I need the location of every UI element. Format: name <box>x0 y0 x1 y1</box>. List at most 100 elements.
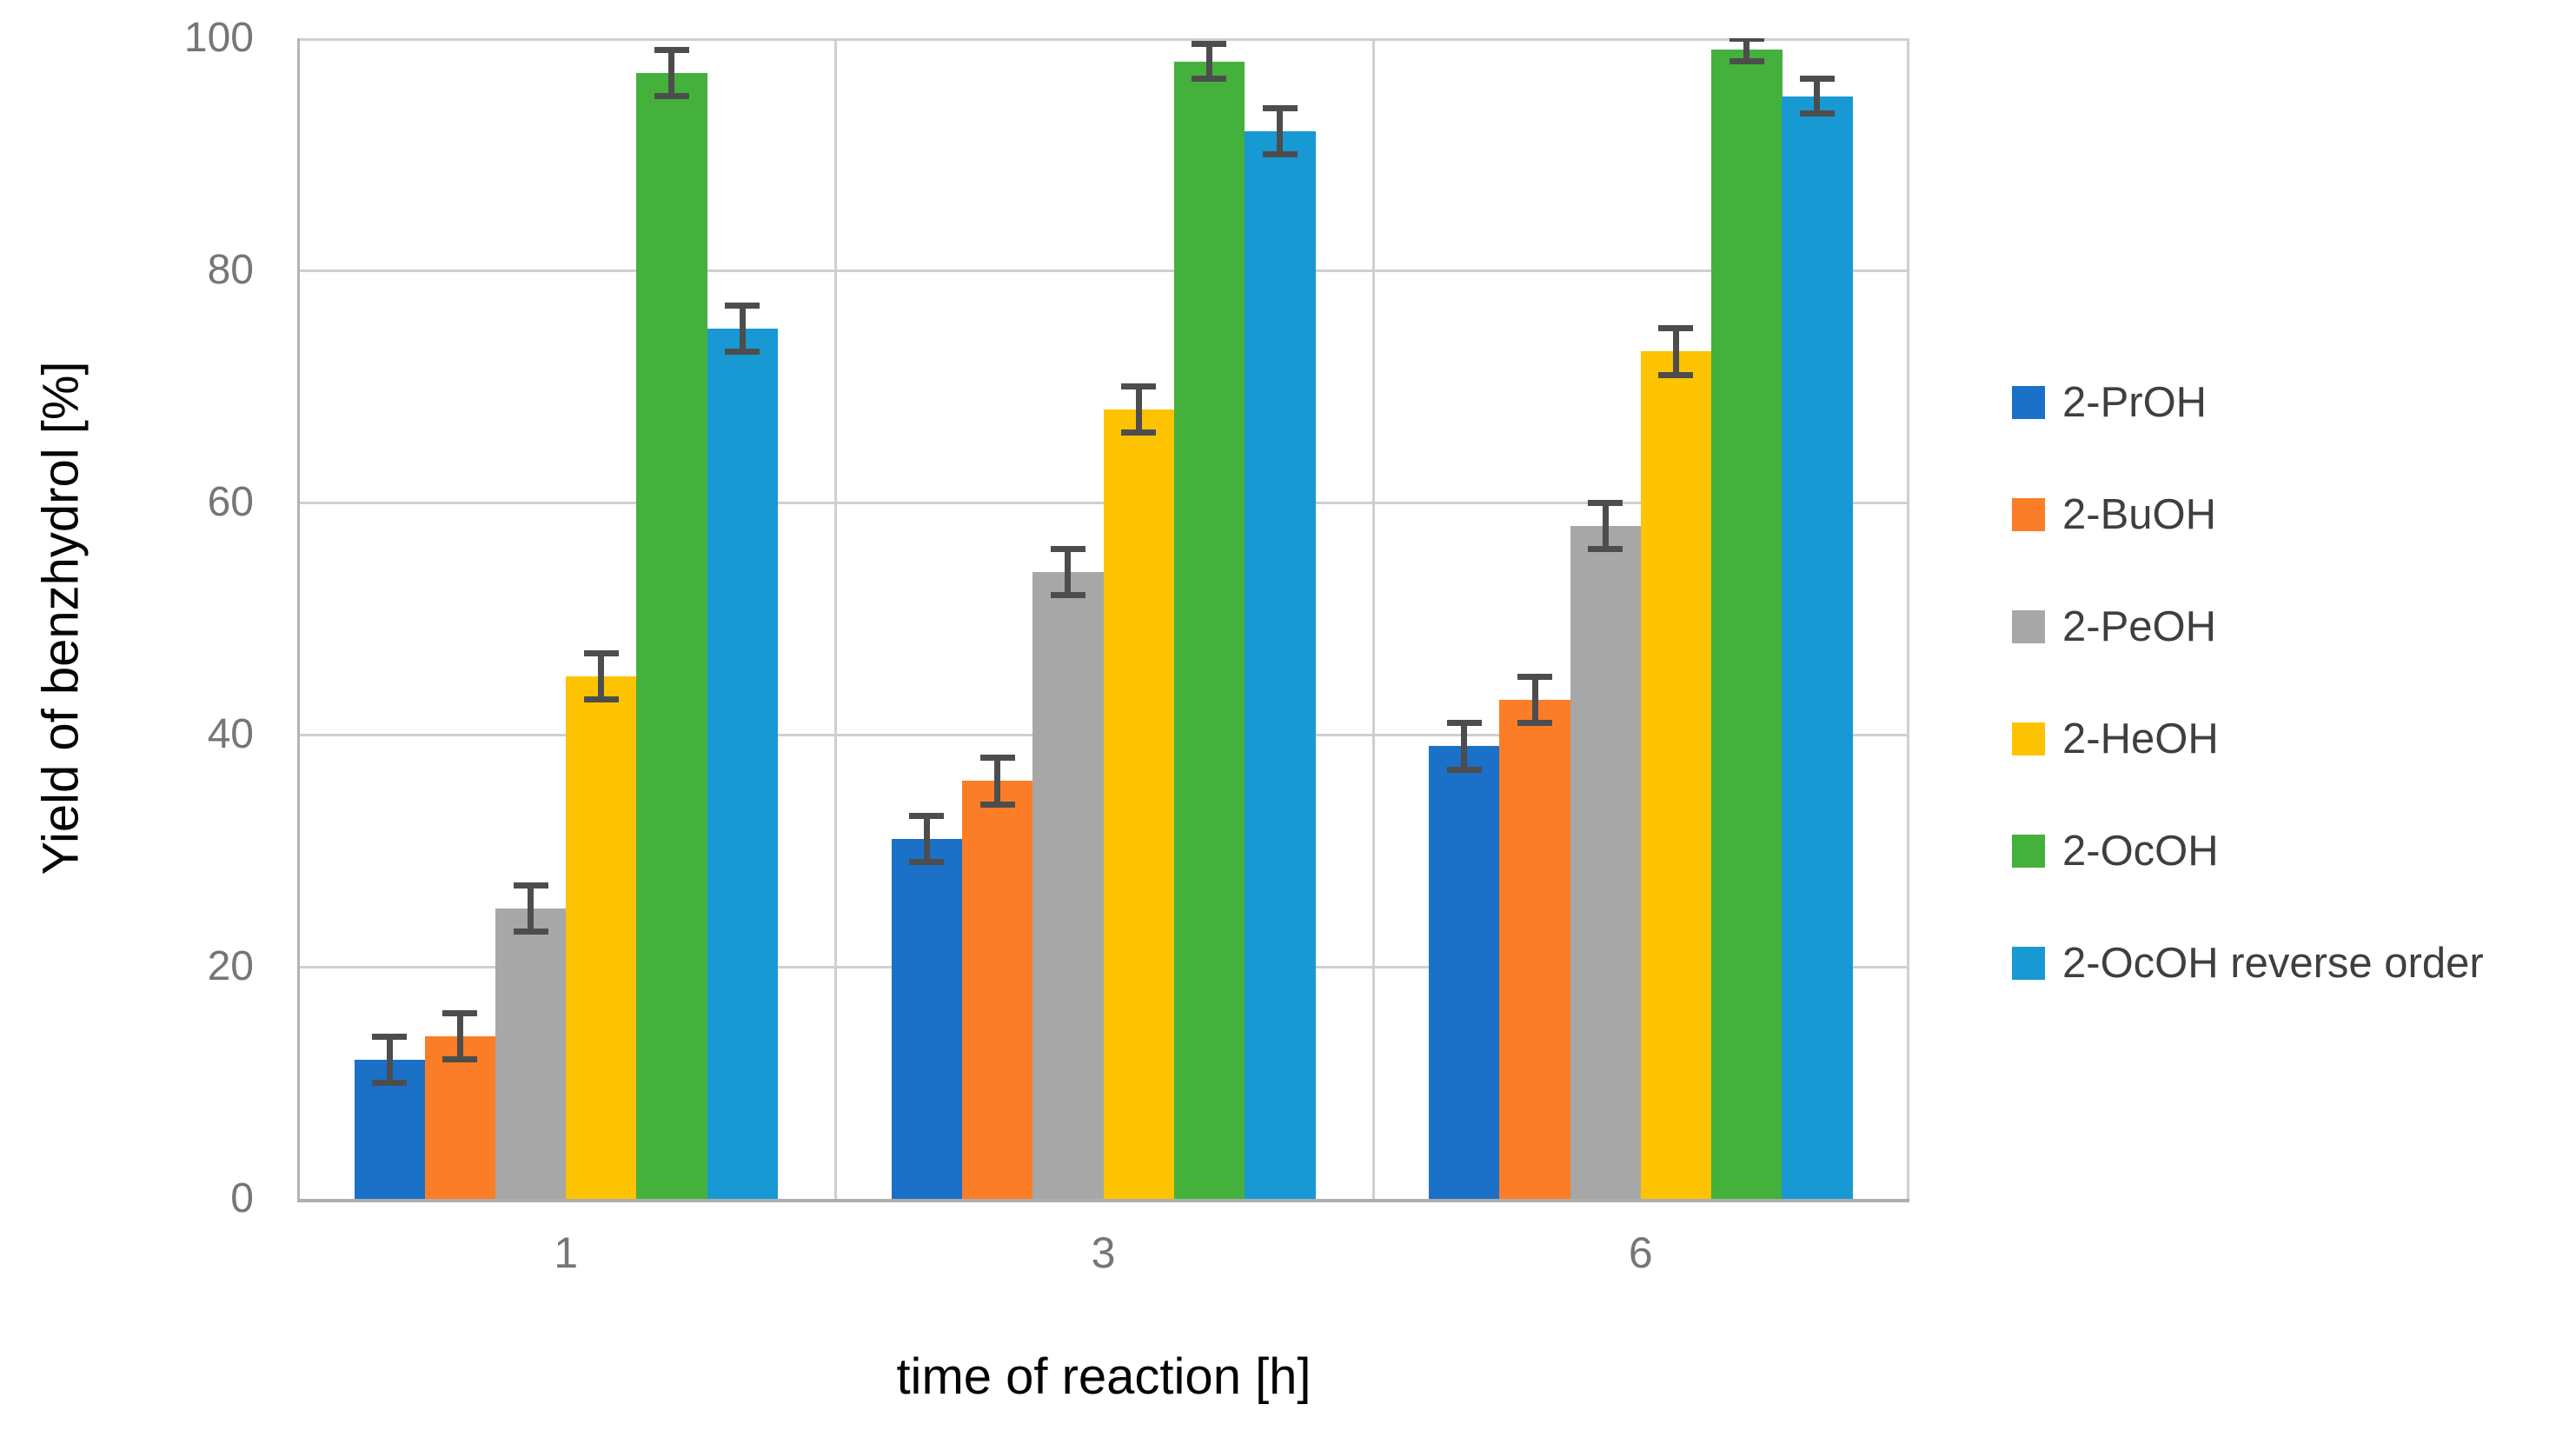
y-tick-label-80: 80 <box>207 247 254 293</box>
error-bar-2-ocoh-1h <box>668 50 675 97</box>
error-cap-low-2-ocoh-reverse-order-3h <box>1262 151 1298 157</box>
bar-2-ocoh-reverse-order-6h <box>1782 96 1853 1199</box>
error-cap-high-2-heoh-3h <box>1121 383 1157 389</box>
y-tick-label-40: 40 <box>207 711 254 757</box>
bar-2-buoh-6h <box>1499 699 1571 1199</box>
error-cap-low-2-heoh-3h <box>1121 429 1157 436</box>
bar-2-proh-6h <box>1429 746 1500 1199</box>
gridline-h-80 <box>297 269 1909 272</box>
y-tick-label-60: 60 <box>207 479 254 525</box>
bar-2-peoh-6h <box>1570 525 1642 1199</box>
error-cap-high-2-heoh-1h <box>583 650 619 657</box>
bar-2-buoh-3h <box>962 781 1033 1199</box>
error-cap-high-2-ocoh-3h <box>1192 41 1227 48</box>
bar-2-ocoh-1h <box>636 73 708 1199</box>
error-cap-high-2-ocoh-reverse-order-3h <box>1262 104 1298 111</box>
legend-item-2-proh: 2-PrOH <box>2012 378 2207 427</box>
x-axis-title: time of reaction [h] <box>896 1348 1311 1405</box>
y-axis-line <box>297 38 300 1199</box>
bar-2-ocoh-6h <box>1711 50 1783 1199</box>
x-tick-label-6: 6 <box>1628 1228 1653 1277</box>
error-cap-low-2-heoh-1h <box>583 696 619 703</box>
bar-2-peoh-3h <box>1032 572 1104 1199</box>
error-cap-low-2-proh-3h <box>909 859 945 866</box>
legend-label-2-peoh: 2-PeOH <box>2062 603 2217 650</box>
bar-2-ocoh-3h <box>1173 61 1245 1199</box>
gridline-v-1 <box>834 38 838 1199</box>
error-cap-low-2-ocoh-6h <box>1729 58 1764 65</box>
error-cap-low-2-proh-1h <box>372 1080 408 1086</box>
error-bar-2-peoh-6h <box>1602 503 1609 549</box>
error-bar-2-peoh-1h <box>528 885 534 932</box>
gridline-h-100 <box>297 38 1909 41</box>
error-cap-high-2-ocoh-1h <box>654 46 689 53</box>
error-cap-high-2-proh-3h <box>909 812 945 819</box>
error-cap-low-2-peoh-3h <box>1050 592 1086 599</box>
error-cap-high-2-proh-6h <box>1446 720 1482 727</box>
error-cap-high-2-heoh-6h <box>1658 325 1694 332</box>
error-cap-low-2-buoh-1h <box>442 1056 478 1063</box>
legend-item-2-heoh: 2-HeOH <box>2012 715 2219 763</box>
error-bar-2-ocoh-reverse-order-3h <box>1277 108 1284 155</box>
legend-swatch-2-proh <box>2012 386 2045 419</box>
error-bar-2-proh-3h <box>923 815 930 862</box>
legend-swatch-2-heoh <box>2012 722 2045 755</box>
bar-2-heoh-3h <box>1103 409 1175 1199</box>
legend-swatch-2-ocoh-reverse-order <box>2012 947 2045 980</box>
error-cap-high-2-ocoh-reverse-order-6h <box>1799 76 1835 83</box>
legend-item-2-buoh: 2-BuOH <box>2012 490 2216 539</box>
error-cap-high-2-peoh-1h <box>513 882 548 889</box>
error-cap-high-2-peoh-3h <box>1050 545 1086 552</box>
bar-2-proh-3h <box>891 839 963 1199</box>
error-cap-low-2-peoh-6h <box>1588 545 1623 552</box>
error-bar-2-ocoh-6h <box>1743 38 1750 62</box>
error-cap-high-2-buoh-3h <box>979 755 1015 762</box>
error-cap-low-2-ocoh-reverse-order-6h <box>1799 110 1835 117</box>
y-tick-label-100: 100 <box>183 15 254 61</box>
legend-item-2-ocoh: 2-OcOH <box>2012 827 2219 875</box>
legend: 2-PrOH 2-BuOH 2-PeOH 2-HeOH 2-OcOH 2-OcOH rev… <box>1999 365 2576 1026</box>
bar-2-ocoh-reverse-order-3h <box>1244 130 1316 1199</box>
legend-swatch-2-buoh <box>2012 498 2045 531</box>
error-bar-2-proh-1h <box>386 1036 393 1083</box>
bar-2-heoh-6h <box>1640 351 1712 1199</box>
error-bar-2-peoh-3h <box>1065 549 1072 596</box>
legend-swatch-2-peoh <box>2012 610 2045 643</box>
legend-label-2-buoh: 2-BuOH <box>2062 491 2217 538</box>
bar-2-buoh-1h <box>424 1036 496 1199</box>
error-bar-2-heoh-6h <box>1672 328 1679 376</box>
error-bar-2-buoh-1h <box>456 1013 463 1060</box>
x-tick-label-3: 3 <box>1091 1228 1116 1277</box>
legend-label-2-heoh: 2-HeOH <box>2062 716 2219 762</box>
error-cap-high-2-buoh-1h <box>442 1009 478 1016</box>
legend-label-2-proh: 2-PrOH <box>2062 379 2208 426</box>
x-tick-label-1: 1 <box>554 1228 579 1277</box>
error-cap-low-2-ocoh-1h <box>654 93 689 100</box>
error-bar-2-buoh-3h <box>994 757 1001 805</box>
error-bar-2-buoh-6h <box>1531 676 1538 723</box>
error-cap-low-2-heoh-6h <box>1658 371 1694 378</box>
error-cap-low-2-peoh-1h <box>513 928 548 935</box>
error-bar-2-proh-6h <box>1461 722 1468 770</box>
error-cap-low-2-ocoh-reverse-order-1h <box>725 348 760 355</box>
error-cap-high-2-buoh-6h <box>1517 673 1553 680</box>
legend-label-2-ocoh: 2-OcOH <box>2062 828 2219 875</box>
bar-2-ocoh-reverse-order-1h <box>707 328 779 1199</box>
error-cap-high-2-peoh-6h <box>1588 499 1623 506</box>
error-cap-high-2-ocoh-reverse-order-1h <box>725 302 760 309</box>
legend-item-2-peoh: 2-PeOH <box>2012 602 2216 651</box>
y-axis-title: Yield of benzhydrol [%] <box>32 361 90 875</box>
error-bar-2-heoh-3h <box>1135 386 1142 433</box>
gridline-v-2 <box>1371 38 1375 1199</box>
y-tick-label-0: 0 <box>230 1175 254 1221</box>
error-cap-low-2-proh-6h <box>1446 766 1482 773</box>
error-cap-high-2-proh-1h <box>372 1033 408 1040</box>
error-cap-high-2-ocoh-6h <box>1729 38 1764 42</box>
bar-2-heoh-1h <box>566 676 637 1199</box>
gridline-v-3 <box>1907 38 1909 1199</box>
error-bar-2-heoh-1h <box>598 653 605 700</box>
error-bar-2-ocoh-reverse-order-6h <box>1814 78 1821 114</box>
error-bar-2-ocoh-reverse-order-1h <box>739 305 746 352</box>
legend-label-2-ocoh-reverse-order: 2-OcOH reverse order <box>2062 940 2484 987</box>
